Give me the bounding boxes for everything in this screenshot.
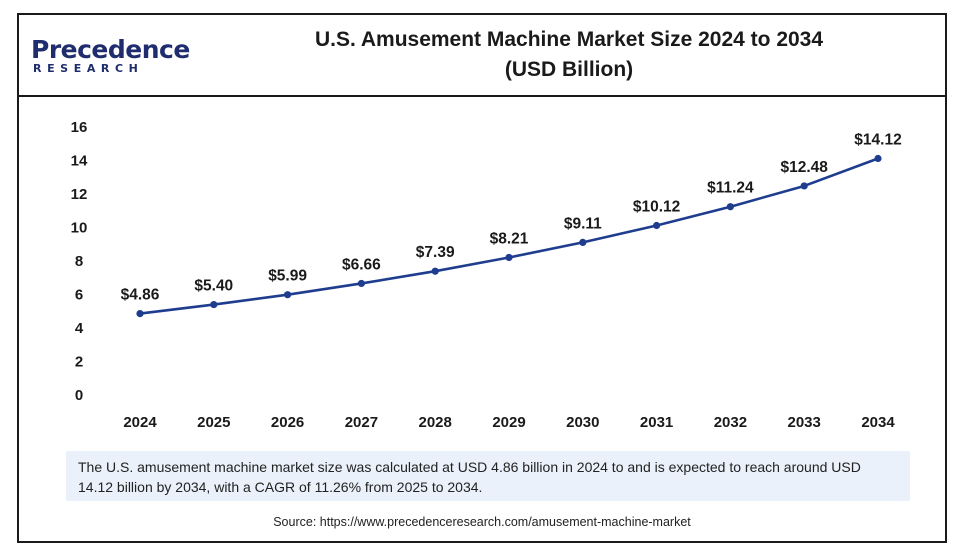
- data-label: $7.39: [416, 244, 455, 261]
- chart-title-line-1: U.S. Amusement Machine Market Size 2024 …: [314, 28, 824, 51]
- data-point: [653, 221, 661, 230]
- chart-frame: Precedence RESEARCH U.S. Amusement Machi…: [17, 13, 947, 543]
- chart-title: U.S. Amusement Machine Market Size 2024 …: [219, 25, 919, 85]
- data-label: $9.11: [564, 215, 602, 232]
- y-axis: 0 2 4 6 8 10 12 14 16: [71, 119, 88, 404]
- source-line: Source: https://www.precedenceresearch.c…: [273, 515, 691, 529]
- x-tick-label: 2031: [640, 414, 673, 431]
- data-point: [136, 309, 144, 318]
- x-tick-label: 2024: [123, 414, 157, 431]
- x-tick-label: 2025: [197, 414, 230, 431]
- data-label: $12.48: [780, 159, 828, 176]
- data-point: [284, 291, 292, 299]
- x-tick-label: 2030: [566, 414, 599, 431]
- data-point: [800, 182, 808, 190]
- y-tick-label: 0: [75, 387, 83, 404]
- data-point: [210, 300, 218, 309]
- chart-title-line-2: (USD Billion): [504, 58, 634, 81]
- y-tick-label: 6: [75, 287, 83, 304]
- x-axis: 2024 2025 2026 2027 2028 2029 2030 2031 2032 2033…: [123, 414, 895, 431]
- data-point: [726, 203, 735, 211]
- logo-brand-name: Precedence: [31, 35, 190, 64]
- data-label: $4.86: [121, 287, 160, 304]
- data-label: $14.12: [854, 131, 901, 148]
- data-point: [505, 253, 513, 262]
- x-tick-label: 2028: [419, 414, 452, 431]
- x-tick-label: 2033: [788, 414, 821, 431]
- data-point: [874, 154, 882, 163]
- data-label: $5.99: [268, 268, 307, 285]
- logo-brand-sub: RESEARCH: [33, 62, 144, 75]
- y-tick-label: 4: [75, 320, 84, 337]
- data-point: [357, 279, 365, 288]
- data-label: $10.12: [633, 198, 680, 215]
- y-tick-label: 14: [71, 153, 88, 170]
- data-point: [579, 238, 587, 247]
- data-label: $6.66: [342, 256, 381, 273]
- summary-note: The U.S. amusement machine market size w…: [66, 451, 910, 501]
- header: Precedence RESEARCH U.S. Amusement Machi…: [19, 15, 945, 97]
- x-tick-label: 2026: [271, 414, 304, 431]
- y-tick-label: 10: [71, 220, 88, 237]
- y-tick-label: 2: [75, 354, 83, 371]
- y-tick-label: 16: [71, 119, 88, 136]
- x-tick-label: 2029: [492, 414, 525, 431]
- data-label: $8.21: [490, 230, 529, 247]
- y-tick-label: 12: [71, 186, 88, 203]
- data-label: $11.24: [707, 180, 754, 197]
- series-market-size: [136, 154, 882, 318]
- data-labels: $4.86 $5.40 $5.99 $6.66 $7.39 $8.21 $9.11 $10.1…: [121, 131, 902, 303]
- x-tick-label: 2027: [345, 414, 378, 431]
- data-point: [431, 267, 439, 275]
- y-tick-label: 8: [75, 253, 83, 270]
- data-label: $5.40: [194, 278, 233, 295]
- precedence-research-logo: Precedence RESEARCH: [31, 37, 191, 81]
- x-tick-label: 2034: [861, 414, 895, 431]
- x-tick-label: 2032: [714, 414, 747, 431]
